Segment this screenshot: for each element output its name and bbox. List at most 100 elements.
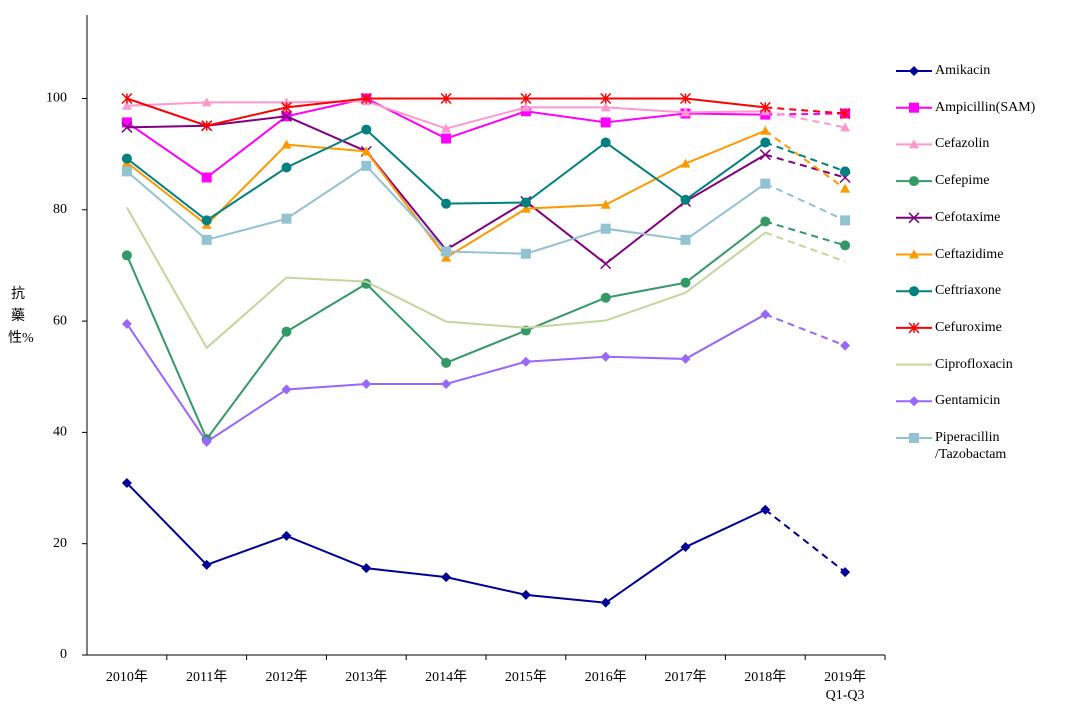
series-line bbox=[126, 482, 766, 604]
marker bbox=[600, 117, 611, 128]
y-tick-label: 80 bbox=[53, 202, 67, 217]
series-line bbox=[764, 231, 846, 263]
marker bbox=[600, 223, 611, 234]
marker bbox=[281, 384, 292, 395]
marker bbox=[441, 572, 452, 583]
marker bbox=[361, 124, 372, 135]
marker bbox=[600, 102, 611, 112]
y-tick-label: 60 bbox=[53, 313, 67, 328]
marker bbox=[281, 326, 292, 337]
x-tick-label: 2019年 Q1-Q3 bbox=[824, 670, 867, 703]
marker bbox=[121, 250, 132, 261]
marker bbox=[201, 559, 212, 570]
marker bbox=[520, 356, 531, 367]
marker bbox=[680, 277, 691, 288]
marker bbox=[909, 286, 919, 297]
x-tick-label: 2013年 bbox=[345, 670, 388, 685]
legend-label: Gentamicin bbox=[935, 393, 1001, 409]
marker bbox=[441, 198, 452, 209]
y-axis-label: 抗藥性% bbox=[8, 287, 34, 346]
marker bbox=[909, 66, 919, 76]
marker bbox=[680, 107, 691, 117]
marker bbox=[441, 246, 452, 257]
legend-label: Piperacillin /Tazobactam bbox=[935, 430, 1007, 462]
series-line bbox=[764, 182, 846, 222]
x-tick-label: 2018年 bbox=[744, 670, 787, 685]
marker bbox=[520, 203, 531, 213]
marker bbox=[121, 121, 133, 133]
series-line bbox=[764, 141, 846, 173]
marker bbox=[280, 110, 293, 122]
marker bbox=[680, 234, 691, 245]
marker bbox=[840, 567, 851, 578]
marker bbox=[520, 589, 531, 600]
marker bbox=[909, 102, 919, 113]
marker bbox=[281, 162, 292, 173]
marker bbox=[441, 378, 452, 389]
series-line bbox=[765, 106, 846, 115]
x-tick-label: 2014年 bbox=[425, 670, 468, 685]
x-tick-label: 2015年 bbox=[504, 670, 547, 685]
marker bbox=[759, 101, 771, 113]
marker bbox=[121, 478, 132, 489]
marker bbox=[908, 212, 920, 224]
series-line bbox=[126, 207, 766, 350]
marker bbox=[600, 92, 612, 105]
legend-label: Ampicillin(SAM) bbox=[935, 99, 1036, 115]
marker bbox=[201, 97, 212, 107]
marker bbox=[121, 92, 133, 105]
marker bbox=[600, 137, 611, 148]
marker bbox=[441, 252, 452, 262]
marker bbox=[361, 146, 372, 156]
series-line bbox=[764, 508, 846, 573]
marker bbox=[441, 133, 452, 144]
marker bbox=[520, 248, 531, 259]
marker bbox=[680, 194, 691, 205]
legend-label: Amikacin bbox=[935, 63, 991, 78]
marker bbox=[839, 107, 851, 120]
marker bbox=[600, 351, 611, 362]
marker bbox=[600, 292, 611, 303]
marker bbox=[121, 153, 132, 164]
marker bbox=[760, 125, 771, 135]
legend-label: Cefotaxime bbox=[935, 209, 1001, 225]
marker bbox=[760, 178, 771, 189]
series-line bbox=[765, 220, 846, 247]
legend-label: Ciprofloxacin bbox=[935, 356, 1013, 372]
marker bbox=[680, 158, 691, 168]
marker bbox=[121, 117, 132, 128]
marker bbox=[361, 563, 372, 574]
marker bbox=[680, 542, 691, 553]
marker bbox=[280, 101, 293, 113]
marker bbox=[760, 137, 771, 148]
marker bbox=[760, 216, 771, 227]
marker bbox=[909, 139, 919, 149]
marker bbox=[441, 357, 452, 368]
marker bbox=[281, 530, 292, 541]
y-tick-label: 40 bbox=[53, 425, 67, 440]
marker bbox=[361, 160, 372, 171]
marker bbox=[760, 309, 771, 320]
x-tick-label: 2017年 bbox=[664, 670, 707, 685]
x-tick-label: 2011年 bbox=[185, 670, 228, 685]
legend-label: Ceftriaxone bbox=[935, 283, 1002, 299]
marker bbox=[840, 215, 851, 226]
marker bbox=[909, 433, 919, 443]
series-line bbox=[765, 110, 846, 129]
marker bbox=[520, 102, 531, 112]
series-line bbox=[764, 129, 846, 190]
marker bbox=[121, 166, 132, 177]
x-tick-label: 2012年 bbox=[265, 670, 308, 685]
marker bbox=[679, 92, 692, 105]
marker bbox=[520, 92, 532, 105]
marker bbox=[840, 166, 851, 177]
marker bbox=[760, 504, 771, 515]
marker bbox=[759, 149, 771, 161]
marker bbox=[121, 100, 132, 110]
marker bbox=[840, 240, 851, 251]
marker bbox=[840, 183, 851, 193]
x-tick-label: 2016年 bbox=[584, 670, 627, 685]
marker bbox=[909, 249, 919, 259]
marker bbox=[281, 213, 292, 224]
